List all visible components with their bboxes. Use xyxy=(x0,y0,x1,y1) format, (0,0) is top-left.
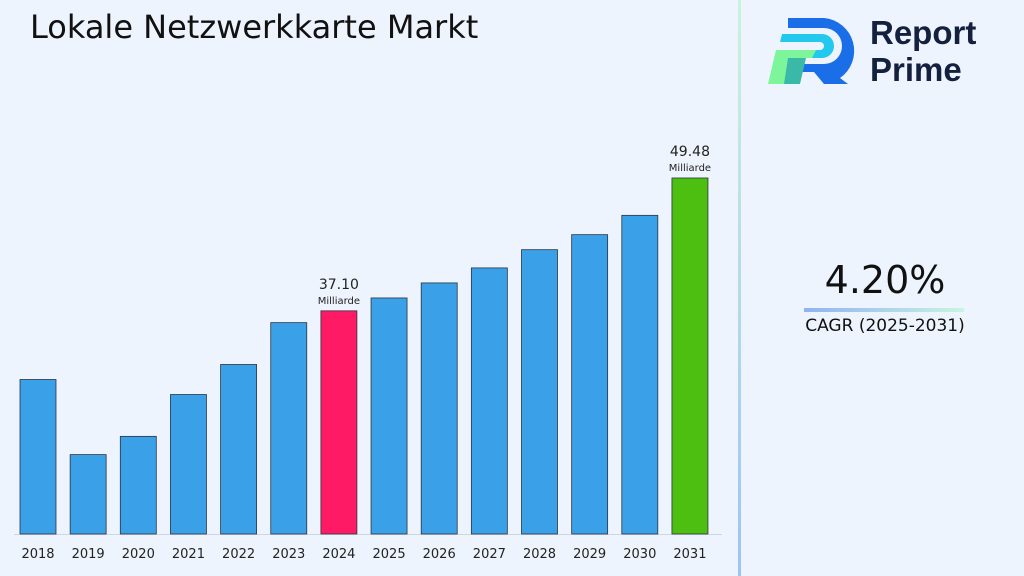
bar-2025 xyxy=(370,297,408,535)
bar-2029 xyxy=(571,234,609,535)
bar-2020 xyxy=(119,435,157,535)
x-tick-label: 2022 xyxy=(222,547,255,562)
x-tick-label: 2028 xyxy=(523,547,556,562)
logo-text: Report Prime xyxy=(870,14,976,88)
x-tick-label: 2027 xyxy=(473,547,506,562)
bar-2024 xyxy=(320,310,358,535)
x-tick-label: 2020 xyxy=(122,547,155,562)
x-tick-label: 2019 xyxy=(72,547,105,562)
divider xyxy=(738,0,741,576)
x-tick-label: 2024 xyxy=(322,547,355,562)
cagr-label: CAGR (2025-2031) xyxy=(805,316,965,336)
bar-2018 xyxy=(19,379,57,535)
bar-2019 xyxy=(69,454,107,535)
bar-chart: 2018 2019 2020 2021 2022 2023 2024 37.10 Milliar… xyxy=(14,144,722,562)
data-label-value: 49.48 xyxy=(670,144,710,160)
x-tick-label: 2031 xyxy=(673,547,706,562)
cagr-underline xyxy=(804,308,964,312)
bar-2023 xyxy=(270,322,308,535)
data-label-unit: Milliarde xyxy=(318,296,360,307)
bar-2031 xyxy=(671,177,709,535)
logo-line-1: Report xyxy=(870,14,977,51)
bar-2027 xyxy=(470,267,508,535)
page-title: Lokale Netzwerkkarte Markt xyxy=(30,8,479,46)
bar-2022 xyxy=(220,364,258,535)
cagr-value: 4.20% xyxy=(824,258,946,302)
x-tick-label: 2026 xyxy=(423,547,456,562)
bar-2028 xyxy=(521,249,558,535)
data-label-unit: Milliarde xyxy=(669,163,711,174)
report-prime-logo xyxy=(768,18,855,84)
bar-2026 xyxy=(420,282,458,535)
data-label-value: 37.10 xyxy=(319,277,359,293)
x-tick-label: 2021 xyxy=(172,547,205,562)
logo-line-2: Prime xyxy=(870,51,962,88)
x-tick-label: 2025 xyxy=(373,547,406,562)
bar-2021 xyxy=(170,394,207,535)
x-tick-label: 2023 xyxy=(272,547,305,562)
bar-2030 xyxy=(621,214,659,535)
x-tick-label: 2030 xyxy=(623,547,656,562)
x-tick-label: 2018 xyxy=(21,547,54,562)
x-tick-label: 2029 xyxy=(573,547,606,562)
